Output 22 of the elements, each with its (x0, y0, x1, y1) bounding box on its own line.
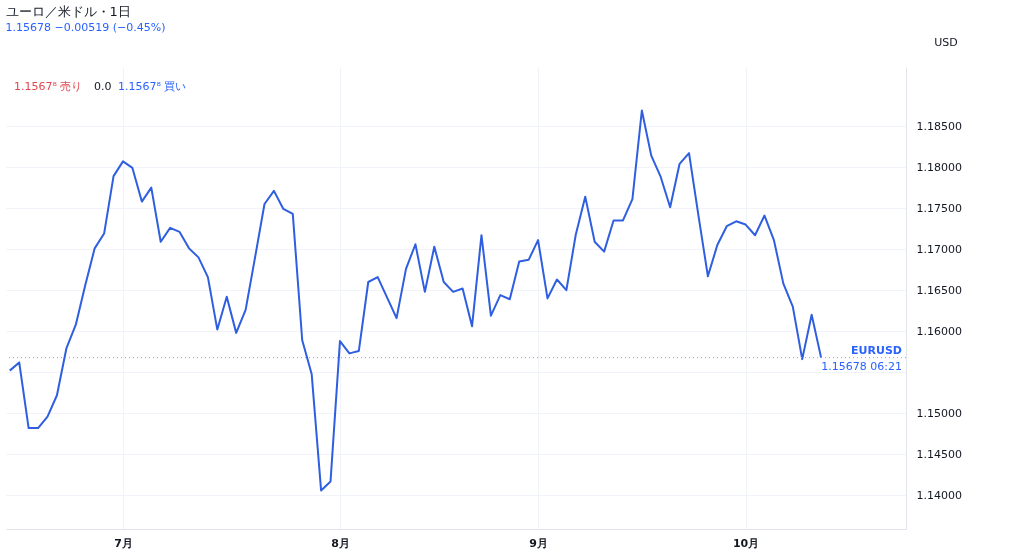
y-tick-label: 1.15000 (916, 406, 962, 420)
y-tick-label: 1.14000 (916, 488, 962, 502)
x-tick-label: 9月 (529, 536, 548, 550)
annotation: 1.1567⁸ 売り (14, 80, 83, 93)
y-tick-label: 1.18000 (916, 160, 962, 174)
x-tick-label: 10月 (732, 536, 760, 550)
chart-title: ユーロ／米ドル・1日 (5, 4, 131, 19)
annotation: 1.15678 06:21 (821, 359, 902, 373)
line-series (8, 109, 823, 492)
chart-subtitle: 1.15678 −0.00519 (−0.45%) (5, 21, 166, 34)
y-tick-label: 1.16500 (916, 283, 962, 297)
y-tick-label: 1.14500 (916, 447, 962, 461)
annotation: 0.0 (94, 80, 112, 93)
y-tick-label: 1.16000 (916, 324, 962, 338)
x-tick-label: 8月 (331, 536, 350, 550)
ref-line-label: EURUSD (851, 343, 902, 357)
y-tick-label: 1.18500 (916, 119, 962, 133)
text: USD (934, 36, 958, 49)
annotation: 1.1567⁸ 買い (118, 80, 187, 93)
x-tick-label: 7月 (114, 536, 133, 550)
y-tick-label: 1.17000 (916, 242, 962, 256)
y-tick-label: 1.17500 (916, 201, 962, 215)
